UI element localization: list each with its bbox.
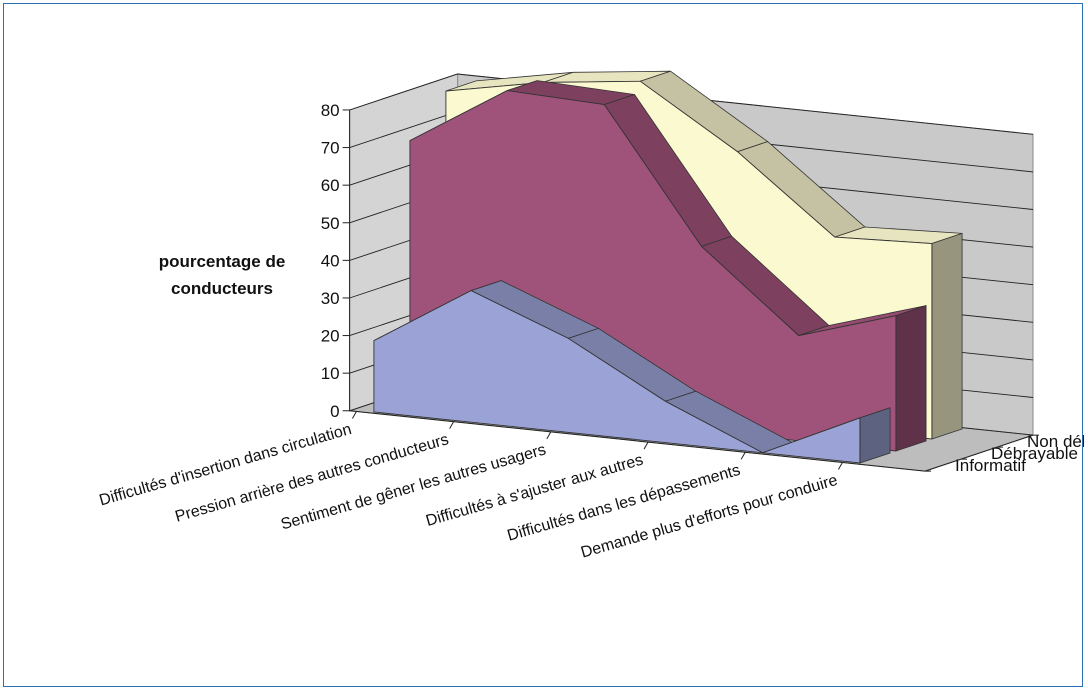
series-label: Informatif: [955, 456, 1026, 475]
y-tick-label: 0: [330, 402, 339, 421]
x-tick-mark: [837, 462, 843, 470]
x-tick-mark: [740, 452, 746, 460]
y-tick-label: 70: [321, 139, 340, 158]
x-category-label: Difficultés à s'ajuster aux autres: [424, 452, 645, 530]
x-axis-line: [349, 410, 926, 472]
x-tick-mark: [546, 431, 552, 440]
y-tick-label: 30: [321, 289, 340, 308]
y-tick-label: 50: [321, 214, 340, 233]
x-tick-mark: [351, 411, 357, 419]
area-front-face: [373, 290, 861, 464]
series-label: Non débrayable: [1027, 432, 1084, 451]
y-tick-label: 80: [321, 101, 340, 120]
series-informatif: [373, 280, 891, 464]
depth-axis-line: [924, 434, 1034, 472]
area-end-cap: [931, 232, 963, 440]
y-axis-title: conducteurs: [171, 279, 273, 298]
series-label: Débrayable: [991, 444, 1078, 463]
y-axis-title: pourcentage de: [159, 252, 286, 271]
chart-frame: 0 10 20 30 40 50 60 70 80 pourcentage de conducteu…: [3, 3, 1084, 687]
y-tick-label: 10: [321, 364, 340, 383]
y-tick-label: 20: [321, 327, 340, 346]
area-end-cap: [859, 407, 891, 464]
y-tick-label: 40: [321, 251, 340, 270]
area-end-cap: [895, 305, 927, 452]
x-tick-mark: [449, 421, 455, 429]
gridline: [349, 73, 1034, 135]
area-chart-3d: 0 10 20 30 40 50 60 70 80 pourcentage de conducteu…: [97, 70, 1084, 562]
y-tick-label: 60: [321, 176, 340, 195]
x-tick-mark: [643, 441, 649, 450]
